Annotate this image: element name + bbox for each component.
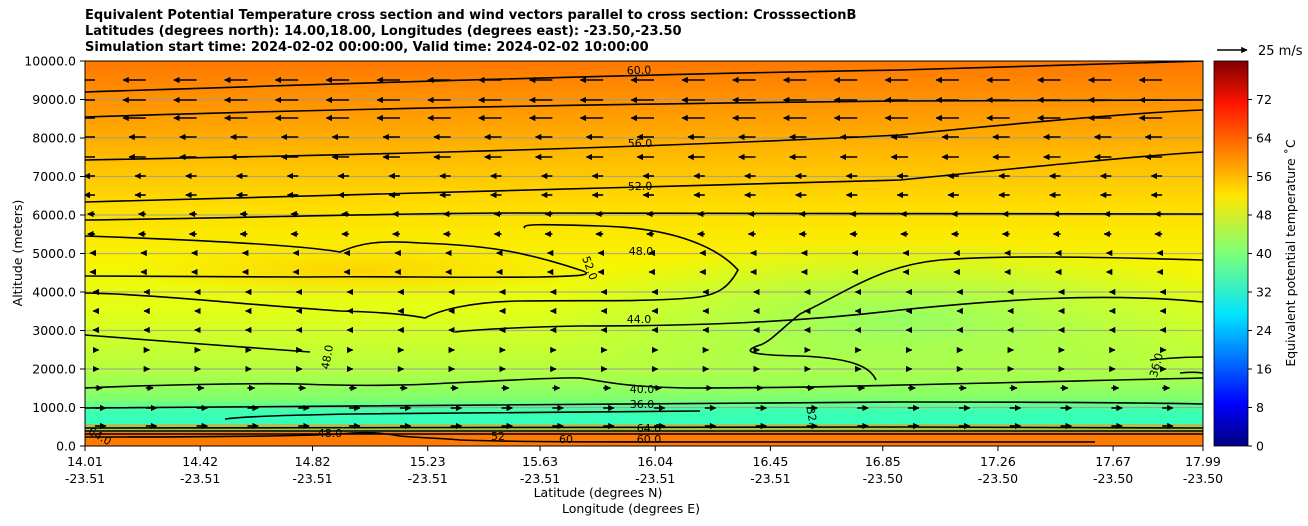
contour-line [85,431,1095,443]
y-axis-label: Altitude (meters) [10,200,25,307]
x-tick-lon-label: -23.51 [180,471,220,486]
quiver-key: 25 m/s [1217,44,1303,59]
contour-label: 40.0 [630,383,655,396]
contour-line [85,223,739,319]
x-tick-lon-label: -23.51 [292,471,332,486]
contour-line [1179,371,1203,374]
contour-line [224,410,701,420]
field-green-patch [540,240,1203,400]
y-tick-label: 10000.0 [24,54,76,69]
y-tick-label: 4000.0 [32,285,76,300]
x-axis-label: Latitude (degrees N) [534,485,663,500]
colorbar-tick-label: 0 [1256,439,1264,454]
contour-line [85,334,311,353]
y-tick-label: 6000.0 [32,208,76,223]
x-tick-lon-label: -23.50 [863,471,903,486]
contour-label: 44.0 [627,313,652,326]
field-orange-patch [130,242,590,298]
contour-line [85,151,1203,203]
y-tick-label: 5000.0 [32,246,76,261]
contour-label: 56.0 [628,137,653,150]
contour-label: 36.0 [630,398,655,411]
contour-label: 48.0 [319,344,336,370]
colorbar-tick-label: 72 [1256,92,1272,107]
x-tick-lon-label: -23.51 [750,471,790,486]
colorbar-gradient [1213,60,1249,447]
contour-label: 32. [804,406,820,425]
colorbar-ticks: 0 8 16 24 32 40 48 56 64 72 [1248,92,1272,454]
x-tick-lon-label: -23.51 [408,471,448,486]
contour-label: 48.0 [318,427,343,440]
x-tick-lat-label: 15.63 [522,454,558,469]
x-tick-lat-label: 17.99 [1185,454,1221,469]
x-tick-lat-label: 16.85 [865,454,901,469]
y-tick-label: 9000.0 [32,92,76,107]
contour-label: 60.0 [627,64,652,78]
contour-label: 64.0 [637,422,662,435]
x-tick-lat-label: 14.01 [67,454,103,469]
x-axis: 14.01 -23.51 14.42 -23.51 14.82 -23.51 15.23 -2… [65,446,1223,486]
colorbar-tick-label: 64 [1256,131,1272,146]
x-tick-lon-label: -23.51 [520,471,560,486]
x-tick-lon-label: -23.50 [1183,471,1223,486]
colorbar-tick-label: 32 [1256,285,1272,300]
y-tick-label: 1000.0 [32,400,76,415]
contour-line [85,235,588,279]
contour-label: 60 [559,433,573,446]
x-tick-lon-label: -23.51 [65,471,105,486]
x-tick-lat-label: 17.26 [980,454,1016,469]
x-tick-lat-label: 15.23 [410,454,446,469]
x-tick-lat-label: 16.04 [637,454,673,469]
chart-title-line-3: Simulation start time: 2024-02-02 00:00:… [85,40,649,55]
contour-line [1149,356,1203,361]
y-axis: 0.0 1000.0 2000.0 3000.0 4000.0 5000.0 6000.0 7… [24,54,85,454]
colorbar-tick-label: 40 [1256,246,1272,261]
contour-line [85,99,1203,118]
contour-label: 48.0 [629,245,654,258]
x-tick-lat-label: 14.42 [182,454,218,469]
y-tick-label: 2000.0 [32,362,76,377]
y-tick-label: 8000.0 [32,131,76,146]
x-tick-lat-label: 14.82 [295,454,331,469]
x-tick-lon-label: -23.51 [635,471,675,486]
y-tick-label: 0.0 [56,439,76,454]
chart-title-line-2: Latitudes (degrees north): 14.00,18.00, … [85,24,682,39]
y-tick-label: 3000.0 [32,323,76,338]
colorbar: 0 8 16 24 32 40 48 56 64 72 Equivalent potential … [1213,60,1298,454]
contour-line [749,256,1203,381]
contour-label: 52.0 [628,180,653,193]
contour-line [85,61,1203,93]
contour-label: 52 [491,430,505,443]
x-axis-label-2: Longitude (degrees E) [562,501,700,516]
colorbar-label: Equivalent potential temperature ˚C [1283,139,1298,367]
colorbar-tick-label: 48 [1256,208,1272,223]
colorbar-tick-label: 56 [1256,169,1272,184]
colorbar-tick-label: 24 [1256,323,1272,338]
y-tick-label: 7000.0 [32,169,76,184]
x-tick-lon-label: -23.50 [978,471,1018,486]
contour-label: 60.0 [637,433,662,446]
contour-line [85,377,1203,389]
colorbar-tick-label: 16 [1256,362,1272,377]
x-tick-lon-label: -23.50 [1093,471,1133,486]
quiver-key-label: 25 m/s [1258,44,1303,59]
wind-vectors [85,76,1174,430]
x-tick-lat-label: 16.45 [753,454,789,469]
chart-title-line-1: Equivalent Potential Temperature cross s… [85,8,857,23]
colorbar-tick-label: 8 [1256,400,1264,415]
x-tick-lat-label: 17.67 [1095,454,1131,469]
contour-line [454,296,1203,333]
contour-line [85,109,1203,161]
